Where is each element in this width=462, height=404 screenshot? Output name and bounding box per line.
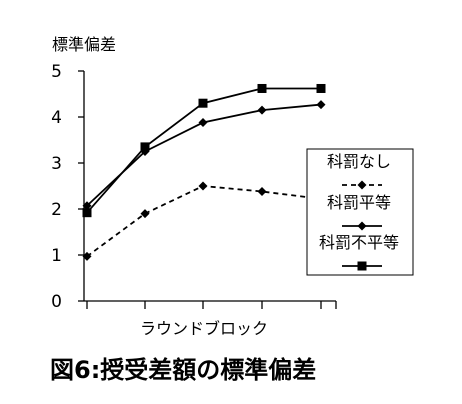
legend-box xyxy=(306,148,414,276)
data-point xyxy=(198,181,208,191)
legend-item-1: 科罰なし xyxy=(327,152,391,190)
data-point xyxy=(257,83,267,93)
data-point xyxy=(198,118,208,128)
data-point xyxy=(140,209,150,219)
series-layer xyxy=(82,83,326,261)
y-tick-label: 2 xyxy=(51,200,62,220)
legend-label: 科罰不平等 xyxy=(319,233,399,252)
y-tick-label: 4 xyxy=(51,108,62,128)
legend-item-3: 科罰不平等 xyxy=(319,233,399,271)
legend-label: 科罰平等 xyxy=(327,193,391,212)
y-tick-label: 5 xyxy=(51,62,62,82)
legend-marker xyxy=(357,261,367,271)
data-point xyxy=(198,98,208,108)
legend-marker xyxy=(357,221,367,231)
data-point xyxy=(257,187,267,197)
data-point xyxy=(316,100,326,110)
legend-label: 科罰なし xyxy=(327,152,391,171)
data-point xyxy=(82,208,92,218)
data-point xyxy=(82,251,92,261)
series-1 xyxy=(82,181,326,261)
series-line xyxy=(86,185,322,258)
y-tick-label: 0 xyxy=(51,292,62,312)
data-point xyxy=(316,83,326,93)
y-axis-title: 標準偏差 xyxy=(52,35,116,54)
data-point xyxy=(257,105,267,115)
legend-item-2: 科罰平等 xyxy=(327,193,391,231)
axes: 0 1 2 3 4 5 xyxy=(51,62,337,312)
data-point xyxy=(82,201,92,211)
y-tick-label: 3 xyxy=(51,154,62,174)
data-point xyxy=(140,142,150,152)
legend-marker xyxy=(357,180,367,190)
series-3 xyxy=(82,83,326,218)
series-2 xyxy=(82,100,326,211)
x-axis-title: ラウンドブロック xyxy=(140,319,268,338)
figure-caption: 図6:授受差額の標準偏差 xyxy=(50,356,316,384)
y-tick-label: 1 xyxy=(51,246,62,266)
